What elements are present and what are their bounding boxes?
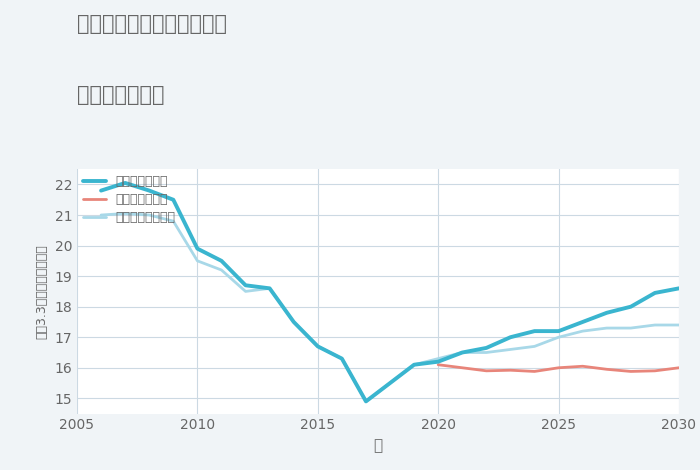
バッドシナリオ [651, 368, 659, 374]
グッドシナリオ [386, 380, 394, 386]
ノーマルシナリオ [675, 322, 683, 328]
グッドシナリオ [241, 282, 250, 288]
ノーマルシナリオ [169, 218, 178, 224]
バッドシナリオ [675, 365, 683, 371]
ノーマルシナリオ [121, 211, 130, 216]
バッドシナリオ [626, 368, 635, 374]
ノーマルシナリオ [434, 356, 442, 361]
Text: 兵庫県豊岡市出石町伊豆の: 兵庫県豊岡市出石町伊豆の [77, 14, 227, 34]
ノーマルシナリオ [386, 380, 394, 386]
グッドシナリオ [314, 344, 322, 349]
バッドシナリオ [506, 368, 514, 373]
Line: ノーマルシナリオ: ノーマルシナリオ [101, 213, 679, 401]
バッドシナリオ [578, 363, 587, 369]
ノーマルシナリオ [314, 344, 322, 349]
グッドシナリオ [290, 319, 298, 325]
グッドシナリオ [410, 362, 419, 368]
ノーマルシナリオ [482, 350, 491, 355]
グッドシナリオ [217, 258, 225, 264]
グッドシナリオ [121, 180, 130, 186]
グッドシナリオ [265, 286, 274, 291]
グッドシナリオ [578, 319, 587, 325]
Text: 土地の価格推移: 土地の価格推移 [77, 85, 164, 105]
グッドシナリオ [626, 304, 635, 310]
バッドシナリオ [603, 367, 611, 372]
ノーマルシナリオ [362, 399, 370, 404]
ノーマルシナリオ [410, 362, 419, 368]
グッドシナリオ [675, 286, 683, 291]
グッドシナリオ [482, 345, 491, 351]
ノーマルシナリオ [506, 347, 514, 352]
Line: グッドシナリオ: グッドシナリオ [101, 183, 679, 401]
ノーマルシナリオ [651, 322, 659, 328]
ノーマルシナリオ [458, 350, 466, 355]
ノーマルシナリオ [241, 289, 250, 294]
グッドシナリオ [603, 310, 611, 316]
グッドシナリオ [531, 328, 539, 334]
グッドシナリオ [651, 290, 659, 296]
グッドシナリオ [169, 197, 178, 203]
ノーマルシナリオ [603, 325, 611, 331]
バッドシナリオ [531, 368, 539, 374]
バッドシナリオ [434, 362, 442, 368]
グッドシナリオ [506, 335, 514, 340]
バッドシナリオ [554, 365, 563, 371]
ノーマルシナリオ [145, 212, 153, 218]
ノーマルシナリオ [97, 212, 105, 218]
Line: バッドシナリオ: バッドシナリオ [438, 365, 679, 371]
Legend: グッドシナリオ, バッドシナリオ, ノーマルシナリオ: グッドシナリオ, バッドシナリオ, ノーマルシナリオ [83, 175, 176, 225]
グッドシナリオ [554, 328, 563, 334]
ノーマルシナリオ [193, 258, 202, 264]
グッドシナリオ [458, 350, 466, 355]
グッドシナリオ [337, 356, 346, 361]
ノーマルシナリオ [290, 319, 298, 325]
ノーマルシナリオ [531, 344, 539, 349]
ノーマルシナリオ [337, 356, 346, 361]
Y-axis label: 坪（3.3㎡）単価（万円）: 坪（3.3㎡）単価（万円） [36, 244, 49, 339]
バッドシナリオ [482, 368, 491, 374]
グッドシナリオ [145, 188, 153, 194]
グッドシナリオ [193, 246, 202, 251]
グッドシナリオ [434, 359, 442, 365]
ノーマルシナリオ [217, 267, 225, 273]
グッドシナリオ [362, 399, 370, 404]
バッドシナリオ [458, 365, 466, 371]
X-axis label: 年: 年 [373, 438, 383, 453]
ノーマルシナリオ [626, 325, 635, 331]
グッドシナリオ [97, 188, 105, 194]
ノーマルシナリオ [578, 328, 587, 334]
ノーマルシナリオ [554, 335, 563, 340]
ノーマルシナリオ [265, 286, 274, 291]
